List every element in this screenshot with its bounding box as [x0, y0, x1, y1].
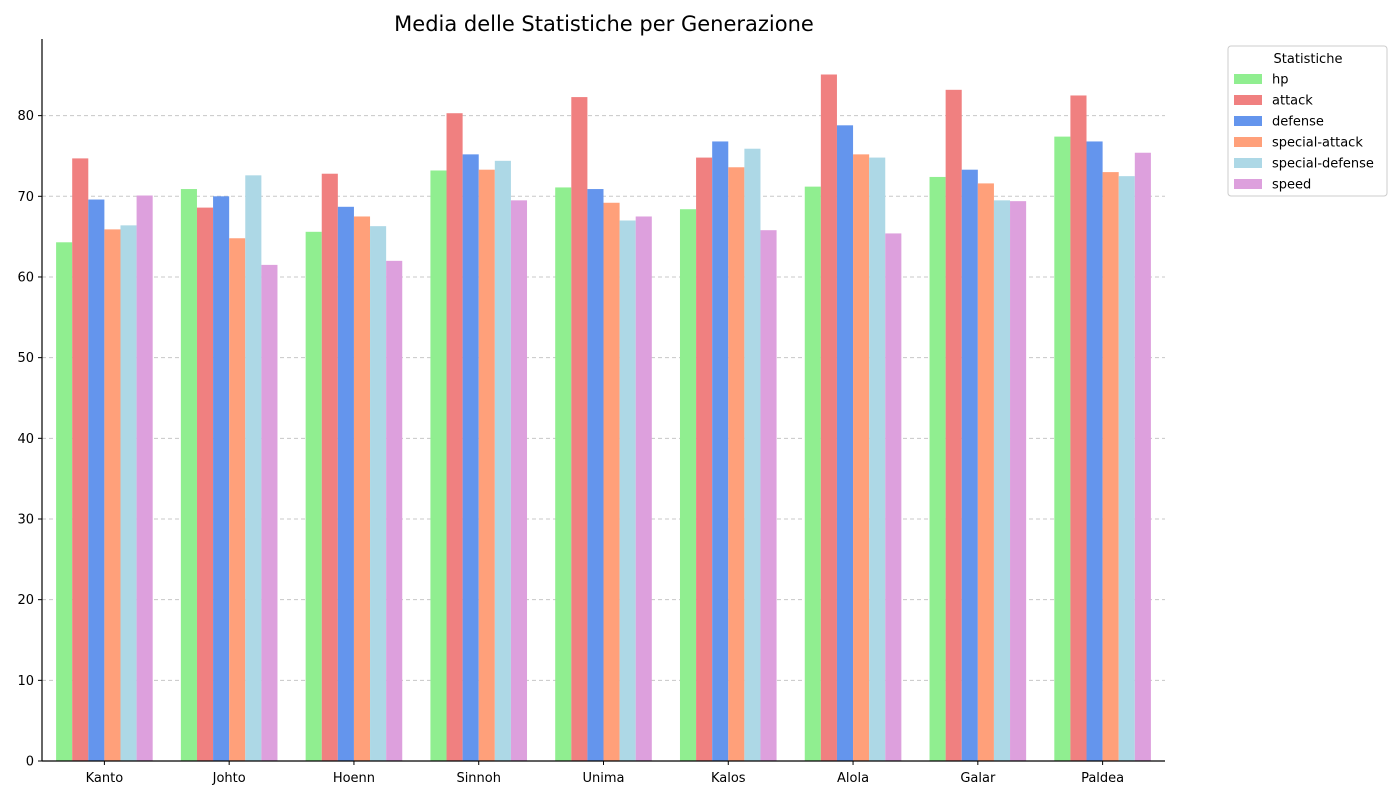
- bar-defense-unima: [587, 189, 604, 761]
- bar-defense-galar: [961, 169, 978, 761]
- bar-hp-unima: [555, 187, 572, 761]
- legend-title: Statistiche: [1274, 52, 1343, 67]
- y-tick-label: 40: [17, 432, 34, 447]
- bar-hp-kanto: [56, 242, 73, 762]
- bar-special-defense-kalos: [744, 148, 761, 761]
- legend-swatch-hp: [1234, 74, 1262, 84]
- bar-defense-hoenn: [337, 206, 354, 761]
- bar-speed-unima: [635, 216, 652, 761]
- legend-frame: [1227, 45, 1388, 197]
- legend-label-special-defense: special-defense: [1272, 157, 1374, 172]
- bar-defense-paldea: [1086, 141, 1103, 761]
- bar-attack-kalos: [696, 157, 713, 762]
- legend-swatch-speed: [1234, 179, 1262, 189]
- bar-attack-johto: [196, 207, 214, 761]
- bar-speed-johto: [261, 264, 278, 761]
- bar-hp-hoenn: [305, 231, 322, 761]
- bar-hp-kalos: [679, 209, 697, 761]
- bar-attack-galar: [945, 89, 962, 762]
- bar-hp-paldea: [1054, 136, 1071, 761]
- bar-special-attack-galar: [977, 183, 994, 761]
- bar-special-attack-johto: [229, 238, 246, 761]
- bar-speed-sinnoh: [510, 200, 528, 762]
- legend-label-special-attack: special-attack: [1272, 136, 1363, 151]
- bar-special-defense-kanto: [120, 225, 137, 761]
- x-tick-label: Kanto: [86, 771, 124, 786]
- bar-defense-kalos: [712, 141, 729, 761]
- bar-attack-alola: [820, 74, 837, 761]
- bar-special-attack-paldea: [1102, 172, 1119, 761]
- bar-speed-kanto: [136, 195, 153, 762]
- legend-label-hp: hp: [1272, 73, 1289, 88]
- bar-speed-hoenn: [386, 260, 403, 761]
- legend-swatch-attack: [1234, 95, 1262, 105]
- bar-attack-sinnoh: [446, 113, 463, 762]
- chart-title: Media delle Statistiche per Generazione: [394, 12, 814, 36]
- x-tick-label: Hoenn: [333, 771, 375, 786]
- y-tick-label: 30: [17, 512, 34, 527]
- x-tick-label: Unima: [583, 771, 625, 786]
- bar-special-defense-alola: [869, 157, 886, 762]
- y-tick-label: 20: [17, 593, 34, 608]
- bar-hp-alola: [804, 186, 821, 761]
- bar-special-attack-kalos: [728, 167, 745, 761]
- bar-speed-paldea: [1134, 152, 1151, 762]
- y-tick-label: 0: [26, 755, 34, 770]
- x-tick-label: Galar: [960, 771, 996, 786]
- legend-label-defense: defense: [1272, 115, 1324, 130]
- x-tick-label: Kalos: [711, 771, 746, 786]
- bar-attack-paldea: [1070, 95, 1087, 761]
- x-tick-label: Alola: [837, 771, 869, 786]
- bars: [56, 74, 1151, 762]
- bar-speed-alola: [885, 233, 902, 761]
- bar-defense-alola: [836, 125, 854, 761]
- x-tick-label: Sinnoh: [456, 771, 501, 786]
- legend-swatch-special-attack: [1234, 137, 1262, 147]
- legend: Statistiche hp attack defense special-attac…: [1227, 45, 1388, 197]
- bar-special-defense-sinnoh: [494, 160, 511, 762]
- bar-special-defense-galar: [993, 200, 1011, 762]
- y-tick-label: 50: [17, 351, 34, 366]
- bar-defense-sinnoh: [462, 154, 479, 762]
- bar-attack-kanto: [72, 158, 89, 761]
- bar-special-defense-johto: [245, 175, 262, 762]
- bar-attack-hoenn: [321, 173, 338, 762]
- x-tick-label: Paldea: [1081, 771, 1124, 786]
- y-tick-label: 60: [17, 270, 34, 285]
- bar-attack-unima: [571, 97, 588, 761]
- bar-hp-johto: [180, 189, 197, 761]
- bar-hp-sinnoh: [430, 170, 447, 761]
- bar-special-attack-unima: [603, 202, 620, 762]
- x-tick-label: Johto: [212, 771, 246, 786]
- bar-special-defense-hoenn: [370, 226, 387, 762]
- bar-special-defense-unima: [619, 220, 636, 762]
- bar-special-attack-kanto: [104, 229, 121, 761]
- y-tick-label: 70: [17, 190, 34, 205]
- axes: 0 10 20 30 40 50 60 70 80 Kanto Johto Hoenn Sinnoh Un…: [17, 39, 1165, 786]
- bar-speed-galar: [1010, 201, 1027, 762]
- legend-swatch-special-defense: [1234, 158, 1262, 168]
- bar-special-attack-sinnoh: [478, 169, 495, 761]
- y-tick-label: 80: [17, 109, 34, 124]
- bar-defense-kanto: [88, 199, 105, 762]
- bar-special-attack-alola: [853, 154, 870, 762]
- legend-label-speed: speed: [1272, 178, 1311, 193]
- legend-swatch-defense: [1234, 116, 1262, 126]
- bar-speed-kalos: [760, 230, 777, 761]
- legend-label-attack: attack: [1272, 94, 1313, 109]
- bar-defense-johto: [213, 196, 230, 762]
- bar-special-attack-hoenn: [353, 216, 371, 761]
- bar-hp-galar: [929, 176, 946, 762]
- y-tick-label: 10: [17, 674, 34, 689]
- bar-special-defense-paldea: [1118, 176, 1135, 762]
